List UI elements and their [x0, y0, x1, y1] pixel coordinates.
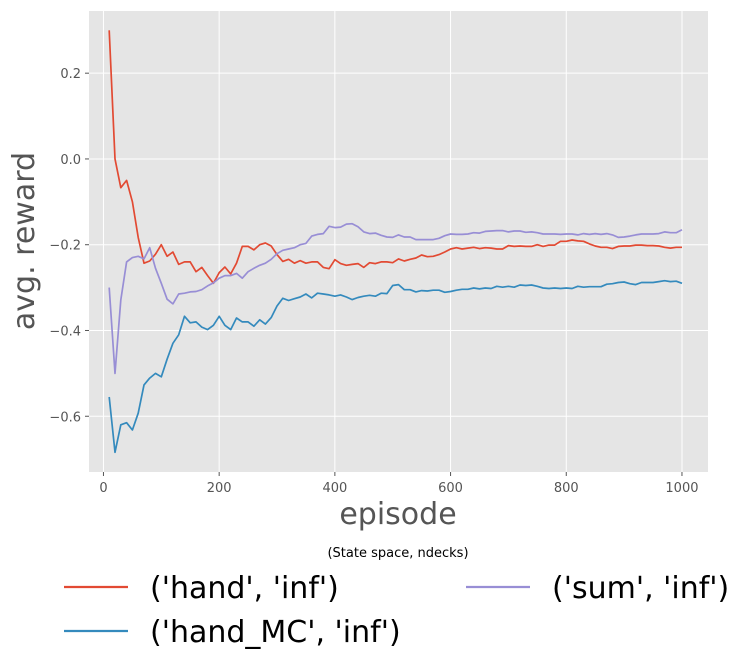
series-line-hand-mc — [108, 279, 683, 454]
y-tick-label: 0.2 — [60, 67, 81, 82]
x-tick-label: 0 — [99, 481, 107, 496]
legend-title: (State space, ndecks) — [327, 546, 468, 561]
y-axis-title: avg. reward — [7, 152, 42, 330]
x-axis-title: episode — [339, 497, 456, 532]
x-tick-label: 800 — [554, 481, 579, 496]
legend-label-sum: ('sum', 'inf') — [552, 571, 729, 606]
legend-item-hand-mc: ('hand_MC', 'inf') — [64, 615, 401, 650]
series-line-hand — [108, 30, 682, 285]
legend-item-hand: ('hand', 'inf') — [64, 571, 339, 606]
x-axis-ticks: 0 200 400 600 800 1000 — [99, 472, 699, 496]
x-tick-label: 200 — [207, 481, 232, 496]
y-tick-label: −0.4 — [49, 324, 81, 339]
legend: (State space, ndecks) ('hand', 'inf') ('… — [64, 546, 729, 650]
x-tick-label: 400 — [322, 481, 347, 496]
series-lines — [108, 30, 683, 454]
y-tick-label: 0.0 — [60, 153, 81, 168]
legend-item-sum: ('sum', 'inf') — [466, 571, 729, 606]
series-line-sum — [108, 222, 683, 375]
legend-label-hand-mc: ('hand_MC', 'inf') — [150, 615, 401, 650]
y-tick-label: −0.6 — [49, 410, 81, 425]
y-tick-label: −0.2 — [49, 239, 81, 254]
y-axis-ticks: −0.6 −0.4 −0.2 0.0 0.2 — [49, 67, 89, 425]
plot-background — [89, 11, 708, 472]
legend-label-hand: ('hand', 'inf') — [150, 571, 339, 606]
x-tick-label: 1000 — [665, 481, 698, 496]
x-tick-label: 600 — [438, 481, 463, 496]
